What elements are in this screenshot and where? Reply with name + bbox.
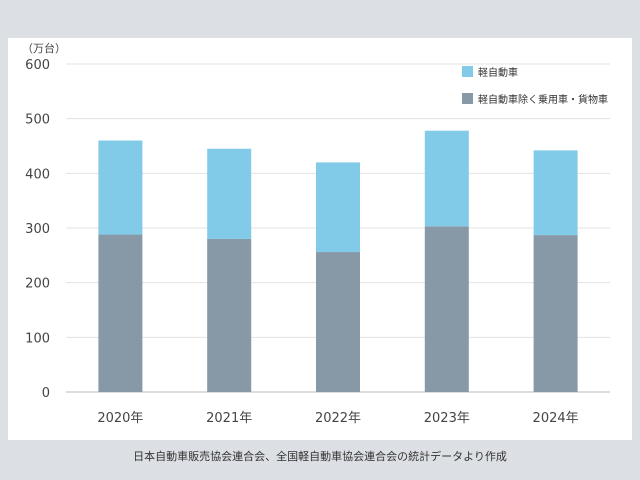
y-tick-label: 100 — [25, 331, 50, 346]
legend-label: 軽自動車除く乗用車・貨物車 — [478, 93, 608, 106]
bar-segment — [533, 235, 578, 392]
y-tick-label: 300 — [25, 222, 50, 237]
y-tick-labels: 0 100 200 300 400 500 600 — [25, 58, 50, 401]
bar-segment — [207, 148, 252, 239]
bar-segment — [424, 226, 469, 392]
bar-segment — [424, 130, 469, 227]
bar-segment — [98, 234, 143, 392]
bars — [98, 130, 578, 392]
y-tick-label: 0 — [42, 386, 50, 401]
legend-swatch — [462, 66, 473, 77]
x-tick-label: 2020年 — [97, 411, 143, 426]
source-note: 日本自動車販売協会連合会、全国軽自動車協会連合会の統計データより作成 — [133, 450, 507, 463]
bar-segment — [316, 162, 360, 253]
y-axis-unit-label: （万台） — [22, 41, 66, 55]
y-tick-label: 600 — [25, 58, 50, 73]
y-tick-label: 200 — [25, 277, 50, 292]
stacked-bar-chart: （万台） 0 100 200 300 400 500 600 2020年 2021年 2022年… — [22, 41, 610, 426]
bar-segment — [533, 150, 578, 236]
x-tick-label: 2023年 — [424, 411, 470, 426]
bar-segment — [207, 238, 252, 392]
y-tick-label: 400 — [25, 167, 50, 182]
bar-segment — [98, 140, 143, 235]
x-tick-label: 2024年 — [533, 411, 579, 426]
x-tick-label: 2022年 — [315, 411, 361, 426]
chart-panel: （万台） 0 100 200 300 400 500 600 2020年 2021年 2022年… — [8, 38, 632, 440]
legend-swatch — [462, 93, 473, 104]
x-tick-labels: 2020年 2021年 2022年 2023年 2024年 — [97, 411, 578, 426]
bar-segment — [316, 252, 360, 392]
y-tick-label: 500 — [25, 113, 50, 128]
x-tick-label: 2021年 — [206, 411, 252, 426]
legend-label: 軽自動車 — [478, 66, 518, 79]
